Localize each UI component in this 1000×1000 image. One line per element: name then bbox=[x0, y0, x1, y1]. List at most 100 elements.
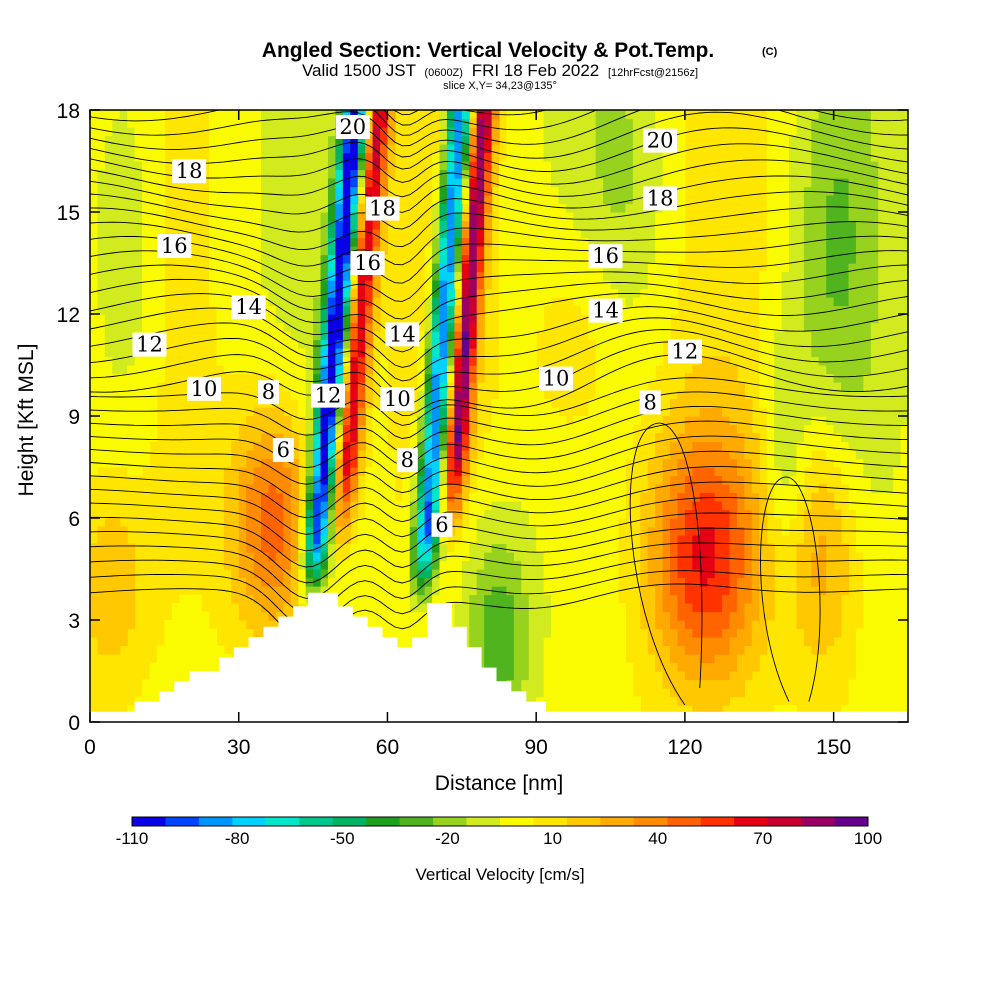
field-cell bbox=[268, 458, 277, 468]
field-cell bbox=[97, 220, 106, 230]
field-cell bbox=[722, 509, 731, 519]
field-cell bbox=[662, 637, 671, 647]
field-cell bbox=[818, 620, 827, 630]
field-cell bbox=[789, 314, 798, 324]
field-cell bbox=[781, 212, 790, 222]
field-cell bbox=[714, 662, 723, 672]
field-cell bbox=[327, 586, 336, 596]
field-cell bbox=[246, 475, 255, 485]
field-cell bbox=[603, 518, 612, 528]
field-cell bbox=[439, 492, 448, 502]
field-cell bbox=[372, 526, 381, 536]
field-cell bbox=[677, 628, 686, 638]
field-cell bbox=[543, 552, 552, 562]
field-cell bbox=[305, 509, 314, 519]
field-cell bbox=[900, 399, 908, 409]
field-cell bbox=[878, 458, 887, 468]
field-cell bbox=[543, 475, 552, 485]
field-cell bbox=[238, 280, 247, 290]
field-cell bbox=[387, 535, 396, 545]
field-cell bbox=[699, 569, 708, 579]
field-cell bbox=[580, 467, 589, 477]
field-cell bbox=[662, 543, 671, 553]
field-cell bbox=[491, 662, 500, 672]
field-cell bbox=[194, 637, 203, 647]
field-cell bbox=[863, 560, 872, 570]
field-cell bbox=[766, 237, 775, 247]
field-cell bbox=[528, 212, 537, 222]
field-cell bbox=[253, 501, 262, 511]
field-cell bbox=[863, 475, 872, 485]
field-cell bbox=[261, 501, 270, 511]
field-cell bbox=[134, 237, 143, 247]
field-cell bbox=[112, 441, 121, 451]
field-cell bbox=[729, 501, 738, 511]
field-cell bbox=[290, 373, 299, 383]
field-cell bbox=[320, 212, 329, 222]
field-cell bbox=[142, 203, 151, 213]
field-cell bbox=[305, 271, 314, 281]
field-cell bbox=[692, 424, 701, 434]
field-cell bbox=[424, 424, 433, 434]
field-cell bbox=[446, 365, 455, 375]
field-cell bbox=[595, 594, 604, 604]
field-cell bbox=[253, 271, 262, 281]
field-cell bbox=[320, 586, 329, 596]
field-cell bbox=[803, 637, 812, 647]
field-cell bbox=[699, 467, 708, 477]
field-cell bbox=[841, 254, 850, 264]
field-cell bbox=[833, 339, 842, 349]
field-cell bbox=[789, 356, 798, 366]
field-cell bbox=[863, 424, 872, 434]
field-cell bbox=[558, 603, 567, 613]
field-cell bbox=[253, 484, 262, 494]
field-cell bbox=[543, 433, 552, 443]
field-cell bbox=[789, 263, 798, 273]
field-cell bbox=[855, 424, 864, 434]
field-cell bbox=[893, 645, 902, 655]
field-cell bbox=[647, 237, 656, 247]
field-cell bbox=[484, 662, 493, 672]
field-cell bbox=[506, 586, 515, 596]
field-cell bbox=[268, 441, 277, 451]
field-cell bbox=[677, 467, 686, 477]
field-cell bbox=[729, 390, 738, 400]
field-cell bbox=[394, 535, 403, 545]
field-cell bbox=[603, 450, 612, 460]
field-cell bbox=[588, 288, 597, 298]
field-cell bbox=[543, 254, 552, 264]
field-cell bbox=[796, 586, 805, 596]
field-cell bbox=[112, 348, 121, 358]
field-cell bbox=[446, 407, 455, 417]
field-cell bbox=[171, 620, 180, 630]
field-cell bbox=[707, 433, 716, 443]
field-cell bbox=[595, 696, 604, 706]
field-cell bbox=[417, 433, 426, 443]
field-cell bbox=[573, 441, 582, 451]
field-cell bbox=[134, 322, 143, 332]
field-cell bbox=[900, 314, 908, 324]
field-cell bbox=[632, 305, 641, 315]
field-cell bbox=[833, 603, 842, 613]
field-cell bbox=[707, 535, 716, 545]
field-cell bbox=[476, 509, 485, 519]
field-cell bbox=[707, 586, 716, 596]
field-cell bbox=[112, 212, 121, 222]
field-cell bbox=[655, 662, 664, 672]
field-cell bbox=[692, 382, 701, 392]
field-cell bbox=[818, 611, 827, 621]
field-cell bbox=[97, 229, 106, 239]
field-cell bbox=[290, 271, 299, 281]
field-cell bbox=[112, 373, 121, 383]
field-cell bbox=[134, 356, 143, 366]
field-cell bbox=[878, 237, 887, 247]
field-cell bbox=[298, 339, 307, 349]
field-cell bbox=[283, 237, 292, 247]
field-cell bbox=[417, 373, 426, 383]
field-cell bbox=[506, 263, 515, 273]
field-cell bbox=[327, 424, 336, 434]
field-cell bbox=[521, 254, 530, 264]
field-cell bbox=[484, 433, 493, 443]
field-cell bbox=[818, 594, 827, 604]
